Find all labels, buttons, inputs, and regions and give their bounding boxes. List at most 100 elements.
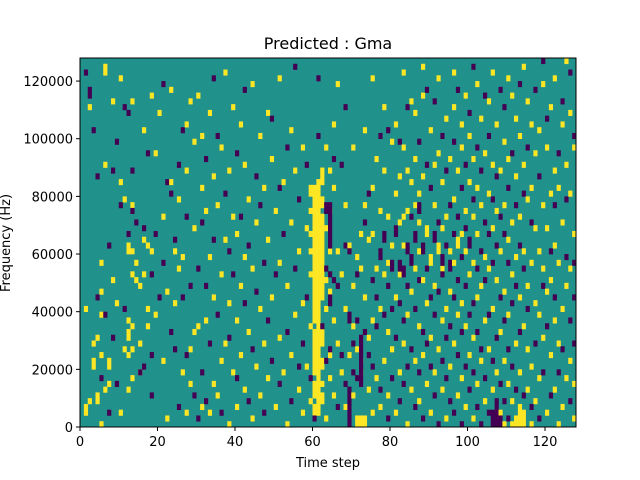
heatmap-cell xyxy=(517,409,523,416)
heatmap-cell xyxy=(467,386,472,393)
heatmap-cell xyxy=(269,115,275,122)
heatmap-cell xyxy=(219,144,224,151)
heatmap-cell xyxy=(417,248,422,255)
heatmap-cell xyxy=(324,225,329,232)
heatmap-cell xyxy=(83,305,89,312)
heatmap-cell xyxy=(316,254,321,261)
heatmap-cell xyxy=(401,69,406,76)
heatmap-cell xyxy=(289,352,294,359)
heatmap-cell xyxy=(463,363,468,370)
heatmap-cell xyxy=(142,225,147,232)
heatmap-cell xyxy=(486,230,492,238)
heatmap-cell xyxy=(529,184,534,191)
heatmap-cell xyxy=(366,190,371,197)
heatmap-cell xyxy=(483,317,488,324)
heatmap-cell xyxy=(118,202,123,209)
heatmap-cell xyxy=(409,254,414,261)
heatmap-cell xyxy=(432,98,437,105)
heatmap-cell xyxy=(471,415,476,422)
heatmap-cell xyxy=(386,415,391,422)
heatmap-cell xyxy=(126,317,131,324)
heatmap-cell xyxy=(417,207,422,214)
heatmap-cell xyxy=(320,213,325,220)
heatmap-cell xyxy=(347,398,352,405)
heatmap-cell xyxy=(552,294,557,301)
heatmap-cell xyxy=(401,242,406,249)
heatmap-cell xyxy=(266,375,271,382)
heatmap-cell xyxy=(285,282,290,289)
heatmap-cell xyxy=(413,403,418,411)
heatmap-cell xyxy=(560,346,565,353)
heatmap-cell xyxy=(390,138,395,145)
heatmap-cell xyxy=(331,121,337,128)
heatmap-cell xyxy=(184,121,189,128)
heatmap-cell xyxy=(564,161,569,168)
heatmap-cell xyxy=(266,317,271,324)
heatmap-cell xyxy=(312,409,317,416)
heatmap-cell xyxy=(452,104,457,111)
heatmap-cell xyxy=(335,403,340,411)
heatmap-cell xyxy=(83,403,89,411)
heatmap-cell xyxy=(479,421,484,428)
heatmap-cell xyxy=(390,259,395,266)
heatmap-cell xyxy=(366,236,371,243)
heatmap-cell xyxy=(335,340,340,347)
heatmap-cell xyxy=(560,121,565,128)
heatmap-cell xyxy=(521,63,526,70)
heatmap-cell xyxy=(316,236,321,243)
heatmap-cell xyxy=(293,311,298,318)
heatmap-cell xyxy=(324,277,329,284)
heatmap-cell xyxy=(556,421,561,428)
heatmap-cell xyxy=(320,259,325,266)
heatmap-cell xyxy=(397,265,402,272)
heatmap-cell xyxy=(277,75,282,82)
heatmap-cell xyxy=(521,421,526,428)
heatmap-cell xyxy=(215,311,220,318)
heatmap-cell xyxy=(486,132,492,140)
heatmap-cell xyxy=(316,346,321,353)
heatmap-cell xyxy=(413,305,418,312)
heatmap-cell xyxy=(339,352,344,359)
heatmap-cell xyxy=(142,271,147,278)
heatmap-cell xyxy=(355,317,360,324)
heatmap-cell xyxy=(138,282,143,289)
heatmap-cell xyxy=(370,317,375,324)
heatmap-cell xyxy=(308,375,313,382)
heatmap-cell xyxy=(525,346,530,353)
heatmap-cell xyxy=(122,346,127,353)
heatmap-cell xyxy=(483,150,488,157)
heatmap-cell xyxy=(529,363,534,370)
heatmap-cell xyxy=(347,409,352,416)
heatmap-cell xyxy=(153,311,158,318)
heatmap-cell xyxy=(312,207,317,214)
heatmap-cell xyxy=(393,121,399,128)
heatmap-cell xyxy=(316,300,321,307)
heatmap-cell xyxy=(382,230,387,238)
heatmap-cell xyxy=(490,415,495,422)
heatmap-cell xyxy=(316,352,321,359)
heatmap-cell xyxy=(316,317,321,324)
heatmap-cell xyxy=(545,288,550,295)
heatmap-cell xyxy=(490,409,495,416)
heatmap-cell xyxy=(405,167,410,174)
heatmap-cell xyxy=(452,340,457,347)
y-axis: 0 20000 40000 60000 80000 100000 120000 xyxy=(23,75,80,436)
heatmap-cell xyxy=(126,248,131,255)
heatmap-cell xyxy=(393,225,399,232)
heatmap-cell xyxy=(359,421,364,428)
heatmap-cell xyxy=(440,386,445,393)
heatmap-cell xyxy=(517,415,523,422)
heatmap-cell xyxy=(378,248,383,255)
heatmap-cell xyxy=(409,179,414,186)
heatmap-cell xyxy=(343,202,348,209)
heatmap-cell xyxy=(293,265,298,272)
heatmap-cell xyxy=(463,225,468,232)
heatmap-cell xyxy=(269,357,275,364)
heatmap-cell xyxy=(502,317,507,324)
heatmap-cell xyxy=(324,305,329,312)
heatmap-cell xyxy=(533,300,538,307)
heatmap-cell xyxy=(316,202,321,209)
heatmap-cell xyxy=(362,202,368,209)
heatmap-cell xyxy=(564,254,569,261)
heatmap-cell xyxy=(390,375,395,382)
